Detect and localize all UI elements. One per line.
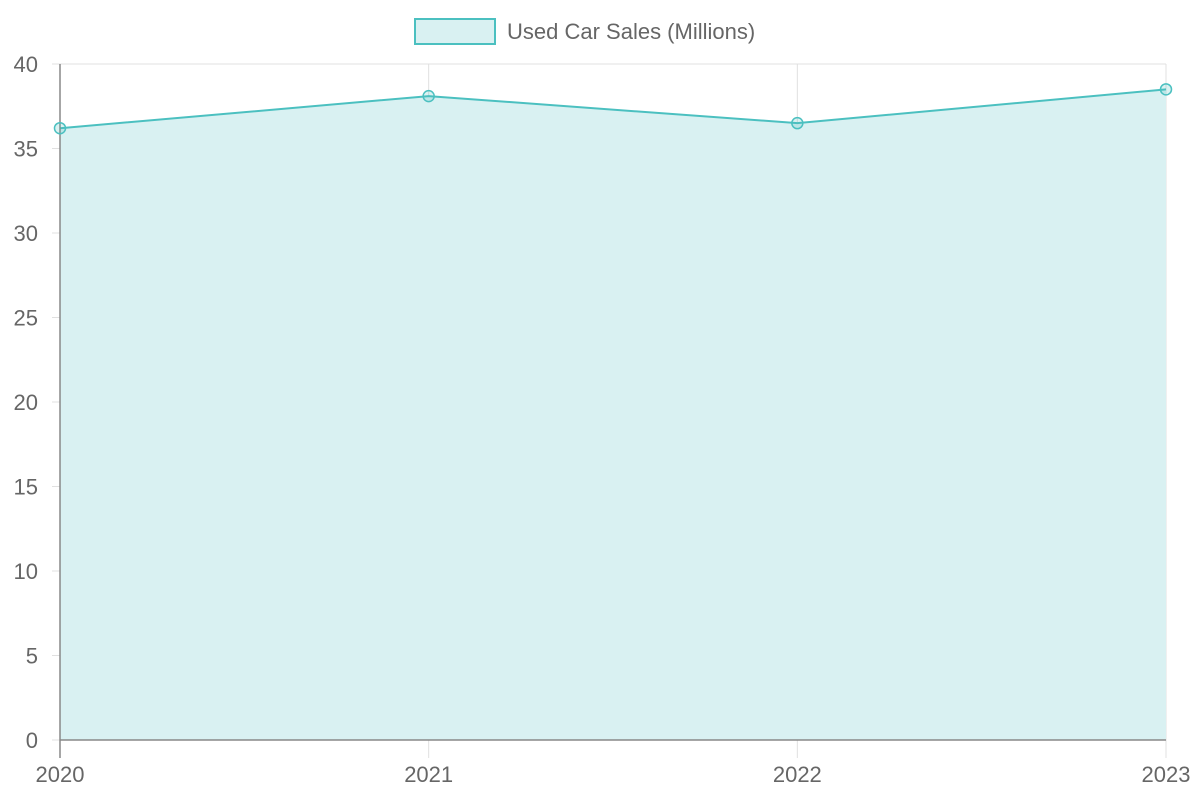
- data-point: [1159, 83, 1173, 96]
- y-tick-label: 5: [26, 644, 38, 669]
- y-tick-label: 30: [14, 221, 38, 246]
- data-point: [791, 116, 804, 130]
- legend[interactable]: Used Car Sales (Millions): [414, 18, 755, 45]
- y-tick-label: 20: [14, 390, 38, 415]
- y-tick-label: 25: [14, 306, 38, 331]
- y-tick-label: 15: [14, 475, 38, 500]
- y-tick-label: 35: [14, 137, 38, 162]
- data-point: [53, 121, 67, 135]
- legend-swatch[interactable]: [414, 18, 496, 45]
- x-tick-label: 2021: [404, 762, 453, 787]
- axis-layer: 0 5 10 15 20 25 30 35 40 2020 2021 2022 2023: [14, 52, 1191, 787]
- series-line: [59, 88, 1167, 130]
- area-layer: [59, 88, 1167, 741]
- data-point: [422, 89, 435, 103]
- legend-label[interactable]: Used Car Sales (Millions): [507, 19, 755, 44]
- x-tick-label: 2022: [773, 762, 822, 787]
- y-tick-label: 0: [26, 728, 38, 753]
- y-tick-label: 10: [14, 559, 38, 584]
- x-tick-label: 2020: [36, 762, 85, 787]
- points-layer: [53, 83, 1173, 135]
- x-tick-label: 2023: [1142, 762, 1191, 787]
- series-area-fill: [60, 89, 1166, 741]
- y-tick-label: 40: [14, 52, 38, 77]
